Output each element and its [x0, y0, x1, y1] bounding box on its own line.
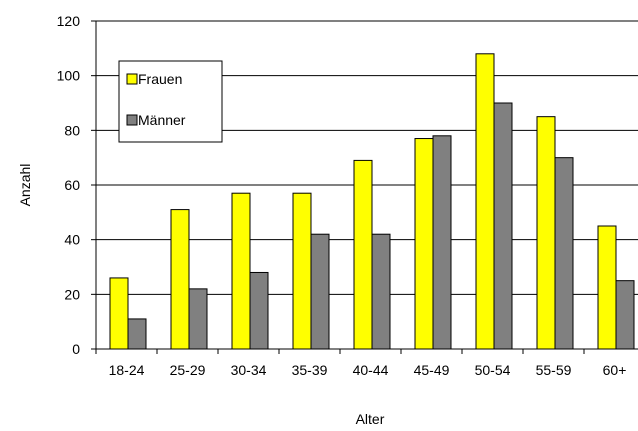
y-tick-label: 120 — [57, 13, 81, 29]
bar-frauen-60+ — [597, 225, 617, 350]
legend-label-frauen: Frauen — [138, 71, 182, 87]
x-tick-label: 60+ — [603, 362, 627, 378]
legend-label-maenner: Männer — [138, 112, 186, 128]
x-tick-label: 25-29 — [170, 362, 206, 378]
legend-swatch-maenner — [126, 114, 138, 126]
legend: Frauen Männer — [118, 60, 223, 143]
bar-frauen-50-54 — [475, 53, 495, 350]
y-tick-label: 0 — [72, 341, 80, 357]
bar-maenner-50-54 — [493, 102, 513, 350]
bar-frauen-18-24 — [109, 277, 129, 350]
bar-maenner-25-29 — [188, 288, 208, 350]
bar-frauen-55-59 — [536, 116, 556, 350]
bar-frauen-45-49 — [414, 138, 434, 350]
x-tick-label: 30-34 — [231, 362, 267, 378]
x-tick-label: 55-59 — [536, 362, 572, 378]
x-tick-label: 35-39 — [292, 362, 328, 378]
bar-frauen-30-34 — [231, 192, 251, 350]
y-axis-title: Anzahl — [17, 164, 33, 207]
y-tick-label: 100 — [57, 68, 81, 84]
x-tick-label: 50-54 — [475, 362, 511, 378]
bars — [109, 53, 635, 350]
x-tick-label: 18-24 — [109, 362, 145, 378]
bar-maenner-55-59 — [554, 157, 574, 350]
bar-maenner-30-34 — [249, 271, 269, 350]
bar-maenner-60+ — [615, 280, 635, 350]
x-tick-labels: 18-24 25-29 30-34 35-39 40-44 45-49 50-54 55-59… — [109, 362, 627, 378]
bar-maenner-18-24 — [127, 318, 147, 350]
legend-swatch-frauen — [126, 73, 138, 85]
bar-frauen-25-29 — [170, 209, 190, 350]
y-tick-label: 20 — [64, 286, 80, 302]
y-tick-label: 40 — [64, 232, 80, 248]
axes — [95, 21, 638, 350]
x-tick-label: 45-49 — [414, 362, 450, 378]
bar-frauen-40-44 — [353, 159, 373, 350]
bar-frauen-35-39 — [292, 192, 312, 350]
bar-maenner-45-49 — [432, 135, 452, 350]
y-tick-label: 80 — [64, 122, 80, 138]
y-tick-labels: 0 20 40 60 80 100 120 — [57, 13, 81, 357]
x-tick-label: 40-44 — [353, 362, 389, 378]
y-tick-label: 60 — [64, 177, 80, 193]
bar-maenner-35-39 — [310, 233, 330, 350]
x-axis-title: Alter — [356, 411, 385, 427]
bar-maenner-40-44 — [371, 233, 391, 350]
